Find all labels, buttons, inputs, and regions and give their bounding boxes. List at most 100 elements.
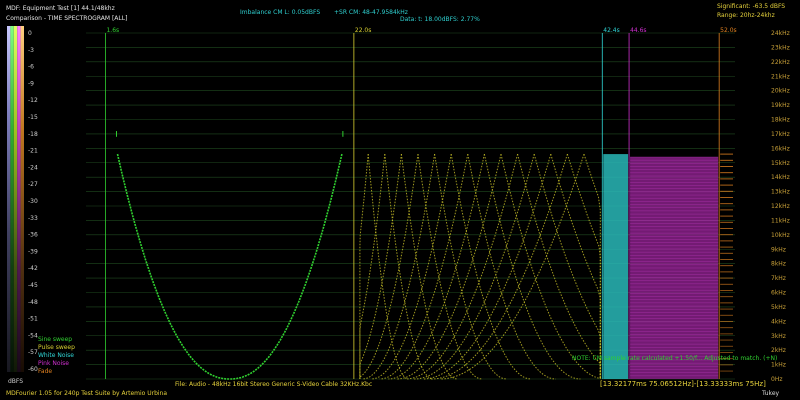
colorbar-tick-label: -42 — [28, 265, 38, 272]
y-tick-label: 20kHz — [771, 88, 790, 95]
colorbar-tick-label: -48 — [28, 299, 38, 306]
sample-rate-readout: +SR CM: 48-47.9584kHz — [334, 9, 408, 16]
pulse-sweep-arc — [517, 153, 601, 379]
y-tick-label: 24kHz — [771, 30, 790, 37]
range-readout: Range: 20hz-24khz — [717, 12, 775, 19]
y-tick-label: 16kHz — [771, 145, 790, 152]
colorbar-tick-label: -24 — [28, 164, 38, 171]
pulse-sweep-arc — [371, 154, 452, 380]
y-tick-label: 9kHz — [771, 246, 786, 253]
y-tick-label: 7kHz — [771, 275, 786, 282]
pulse-sweep-arc — [583, 153, 601, 379]
pulse-sweep-arc — [405, 153, 519, 380]
pulse-sweep-arc — [400, 154, 458, 380]
legend-item-fade: Fade — [38, 368, 53, 375]
colorbar-tick-label: 0 — [28, 30, 32, 37]
segment-marker-label: 52.0s — [720, 27, 737, 34]
app-title: MDF: Equipment Test [1] 44.1/48khz — [6, 5, 115, 12]
y-tick-label: 11kHz — [771, 217, 790, 224]
pulse-sweep-arc — [359, 154, 369, 379]
data-readout: Data: t: 18.00dBFS: 2.77% — [400, 16, 480, 23]
y-tick-label: 13kHz — [771, 189, 790, 196]
pulse-sweep-arc — [417, 154, 483, 380]
colorbar-tick-label: -57 — [28, 349, 38, 356]
colorbar-tick-label: -27 — [28, 181, 38, 188]
legend-item-white: White Noise — [38, 352, 74, 359]
significant-readout: Significant: -63.5 dBFS — [717, 3, 786, 10]
colorbar-tick-label: -54 — [28, 332, 38, 339]
pulse-sweep-arc — [439, 153, 585, 380]
pulse-sweep-arc — [396, 153, 502, 380]
imbalance-readout: Imbalance CM L: 0.05dBFS — [240, 9, 321, 16]
legend-item-pulse: Pulse sweep — [38, 344, 75, 351]
segment-marker-label: 44.6s — [630, 27, 647, 34]
segment-marker-label: 1.6s — [106, 27, 119, 34]
y-tick-label: 8kHz — [771, 261, 786, 268]
y-tick-label: 22kHz — [771, 59, 790, 66]
y-tick-label: 17kHz — [771, 131, 790, 138]
credit-line: MDFourier 1.05 for 240p Test Suite by Ar… — [6, 390, 168, 397]
pulse-sweep-arc — [379, 154, 469, 380]
colorbar-tick-label: -36 — [28, 232, 38, 239]
colorbar-tick-label: -21 — [28, 148, 38, 155]
sine-sweep-down — [116, 153, 230, 380]
y-tick-label: 12kHz — [771, 203, 790, 210]
colorbar-tick-label: -6 — [28, 64, 34, 71]
legend-item-pink: Pink Noise — [38, 360, 69, 367]
pulse-sweep-arc — [388, 153, 485, 380]
colorbar-tick-label: -9 — [28, 80, 34, 87]
pulse-sweep-arc — [367, 154, 409, 380]
y-tick-label: 3kHz — [771, 333, 786, 340]
y-tick-label: 5kHz — [771, 304, 786, 311]
colorbar-unit: dBFS — [8, 378, 24, 385]
pulse-sweep-arc — [414, 153, 535, 380]
colorbar-tick-label: -30 — [28, 198, 38, 205]
pulse-sweep-arc — [431, 153, 568, 380]
colorbar-tick-label: -60 — [28, 366, 38, 373]
pulse-sweep-arc — [533, 153, 601, 379]
pulse-sweep-arc — [434, 154, 507, 380]
y-tick-label: 18kHz — [771, 117, 790, 124]
pulse-sweep-arc — [359, 154, 402, 379]
colorbar-tick-label: -12 — [28, 97, 38, 104]
y-tick-label: 21kHz — [771, 73, 790, 80]
sine-sweep-up — [229, 153, 343, 380]
colorbar-tick-label: -15 — [28, 114, 38, 121]
colorbar-tick-label: -51 — [28, 316, 38, 323]
colorbar-tick-label: -39 — [28, 248, 38, 255]
pulse-sweep-arc — [359, 154, 419, 379]
window-label: Tukey — [762, 390, 780, 397]
y-tick-label: 4kHz — [771, 318, 786, 325]
colorbar-tick-label: -3 — [28, 47, 34, 54]
pulse-sweep-arc — [384, 154, 433, 380]
y-tick-label: 15kHz — [771, 160, 790, 167]
colorbar-tick-label: -18 — [28, 131, 38, 138]
pulse-sweep-arc — [362, 154, 436, 380]
white-noise-block — [603, 154, 629, 379]
y-tick-label: 6kHz — [771, 290, 786, 297]
colorbar — [7, 26, 24, 372]
pulse-sweep-arc — [450, 154, 532, 380]
colorbar-tick-label: -45 — [28, 282, 38, 289]
pulse-sweep-arc — [422, 153, 552, 380]
pulse-sweep-arc — [359, 154, 386, 379]
y-tick-label: 10kHz — [771, 232, 790, 239]
calculation-note: NOTE: CM sample rate calculated +1.50/f.… — [572, 355, 778, 362]
pulse-sweep-arc — [566, 153, 601, 379]
y-tick-label: 23kHz — [771, 44, 790, 51]
segment-marker-label: 42.4s — [603, 27, 620, 34]
pulse-sweep-arc — [500, 153, 601, 380]
pulse-sweep-arc — [467, 154, 556, 380]
cursor-readout: [13.32177ms 75.06512Hz]-[13.33333ms 75Hz… — [600, 380, 766, 388]
y-tick-label: 1kHz — [771, 362, 786, 369]
file-info: File: Audio - 48kHz 16bit Stereo Generic… — [175, 381, 373, 388]
segment-marker-label: 22.0s — [355, 27, 372, 34]
legend-item-sine: Sine sweep — [38, 336, 73, 343]
chart-title: Comparison - TIME SPECTROGRAM [ALL] — [6, 15, 128, 22]
y-tick-label: 2kHz — [771, 347, 786, 354]
y-tick-label: 14kHz — [771, 174, 790, 181]
y-tick-label: 0Hz — [771, 376, 782, 383]
colorbar-tick-label: -33 — [28, 215, 38, 222]
y-tick-label: 19kHz — [771, 102, 790, 109]
